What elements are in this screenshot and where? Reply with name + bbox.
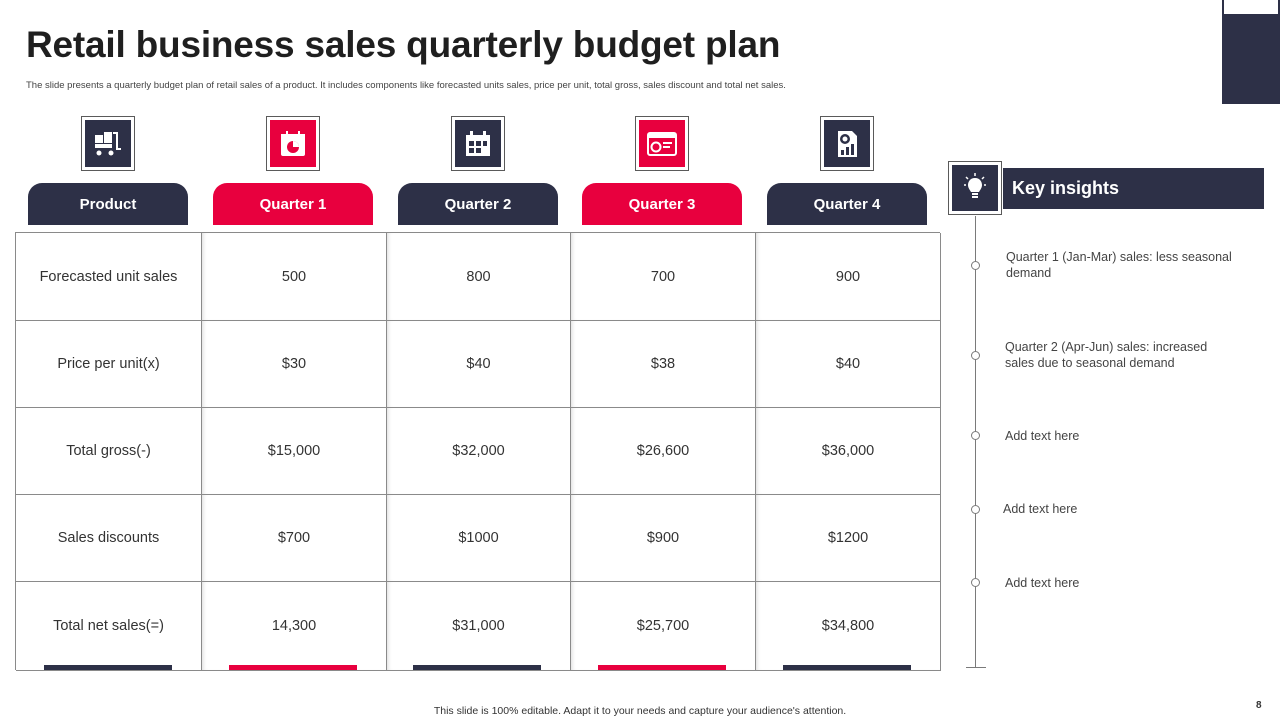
product-column-icon-box [81,116,135,171]
table-cell: $38 [571,321,756,408]
bottom-accent-bar [229,665,357,670]
row-label-total-gross: Total gross(-) [16,408,202,495]
timeline-dot [971,351,980,360]
budget-table: Forecasted unit sales 500 800 700 900 Pr… [15,232,941,671]
insight-item-2: Quarter 2 (Apr-Jun) sales: increased sal… [1005,340,1208,370]
timeline-dot [971,578,980,587]
table-cell: $40 [387,321,571,408]
timeline-dot [971,261,980,270]
table-cell: 800 [387,233,571,321]
calendar-chart-icon [281,130,305,156]
column-header-quarter-1: Quarter 1 [213,183,373,225]
insight-item-3: Add text here [1005,429,1080,443]
table-cell: $31,000 [387,582,571,671]
column-header-product: Product [28,183,188,225]
slide-title: Retail business sales quarterly budget p… [26,24,781,65]
table-cell: $32,000 [387,408,571,495]
bottom-accent-bar [598,665,726,670]
calendar-grid-icon [466,130,490,156]
table-cell: $30 [202,321,387,408]
table-cell: $1000 [387,495,571,582]
table-cell: 700 [571,233,756,321]
table-cell: $15,000 [202,408,387,495]
row-label-total-net-sales: Total net sales(=) [16,582,202,671]
browser-window-icon [647,131,677,156]
table-cell: $1200 [756,495,941,582]
cart-boxes-icon [95,131,121,155]
timeline-dot [971,431,980,440]
table-cell: $900 [571,495,756,582]
insight-item-5: Add text here [1005,576,1080,590]
row-label-sales-discounts: Sales discounts [16,495,202,582]
quarter-1-icon-box [266,116,320,171]
corner-accent-bar [1222,0,1280,104]
insights-icon-box [948,161,1002,215]
table-cell: $40 [756,321,941,408]
insight-item-4: Add text here [1003,502,1078,516]
column-header-quarter-3: Quarter 3 [582,183,742,225]
column-header-quarter-2: Quarter 2 [398,183,558,225]
table-cell: $25,700 [571,582,756,671]
report-chart-icon [838,130,857,157]
slide-footer: This slide is 100% editable. Adapt it to… [433,705,847,717]
table-cell: 500 [202,233,387,321]
quarter-2-icon-box [451,116,505,171]
row-label-price-per-unit: Price per unit(x) [16,321,202,408]
lightbulb-icon [964,173,986,198]
bottom-accent-bar [44,665,172,670]
quarter-3-icon-box [635,116,689,171]
timeline-foot [966,667,986,668]
timeline-line [975,216,976,668]
column-header-quarter-4: Quarter 4 [767,183,927,225]
insight-item-1: Quarter 1 (Jan-Mar) sales: less seasonal… [1006,250,1232,280]
row-label-forecasted-unit-sales: Forecasted unit sales [16,233,202,321]
quarter-4-icon-box [820,116,874,171]
table-cell: 900 [756,233,941,321]
table-cell: $700 [202,495,387,582]
table-cell: $34,800 [756,582,941,671]
insights-title: Key insights [1003,168,1264,209]
table-cell: 14,300 [202,582,387,671]
bottom-accent-bar [783,665,911,670]
timeline-dot [971,505,980,514]
table-cell: $26,600 [571,408,756,495]
table-cell: $36,000 [756,408,941,495]
bottom-accent-bar [413,665,541,670]
slide-subtitle: The slide presents a quarterly budget pl… [26,80,786,91]
page-number: 8 [1256,700,1262,711]
